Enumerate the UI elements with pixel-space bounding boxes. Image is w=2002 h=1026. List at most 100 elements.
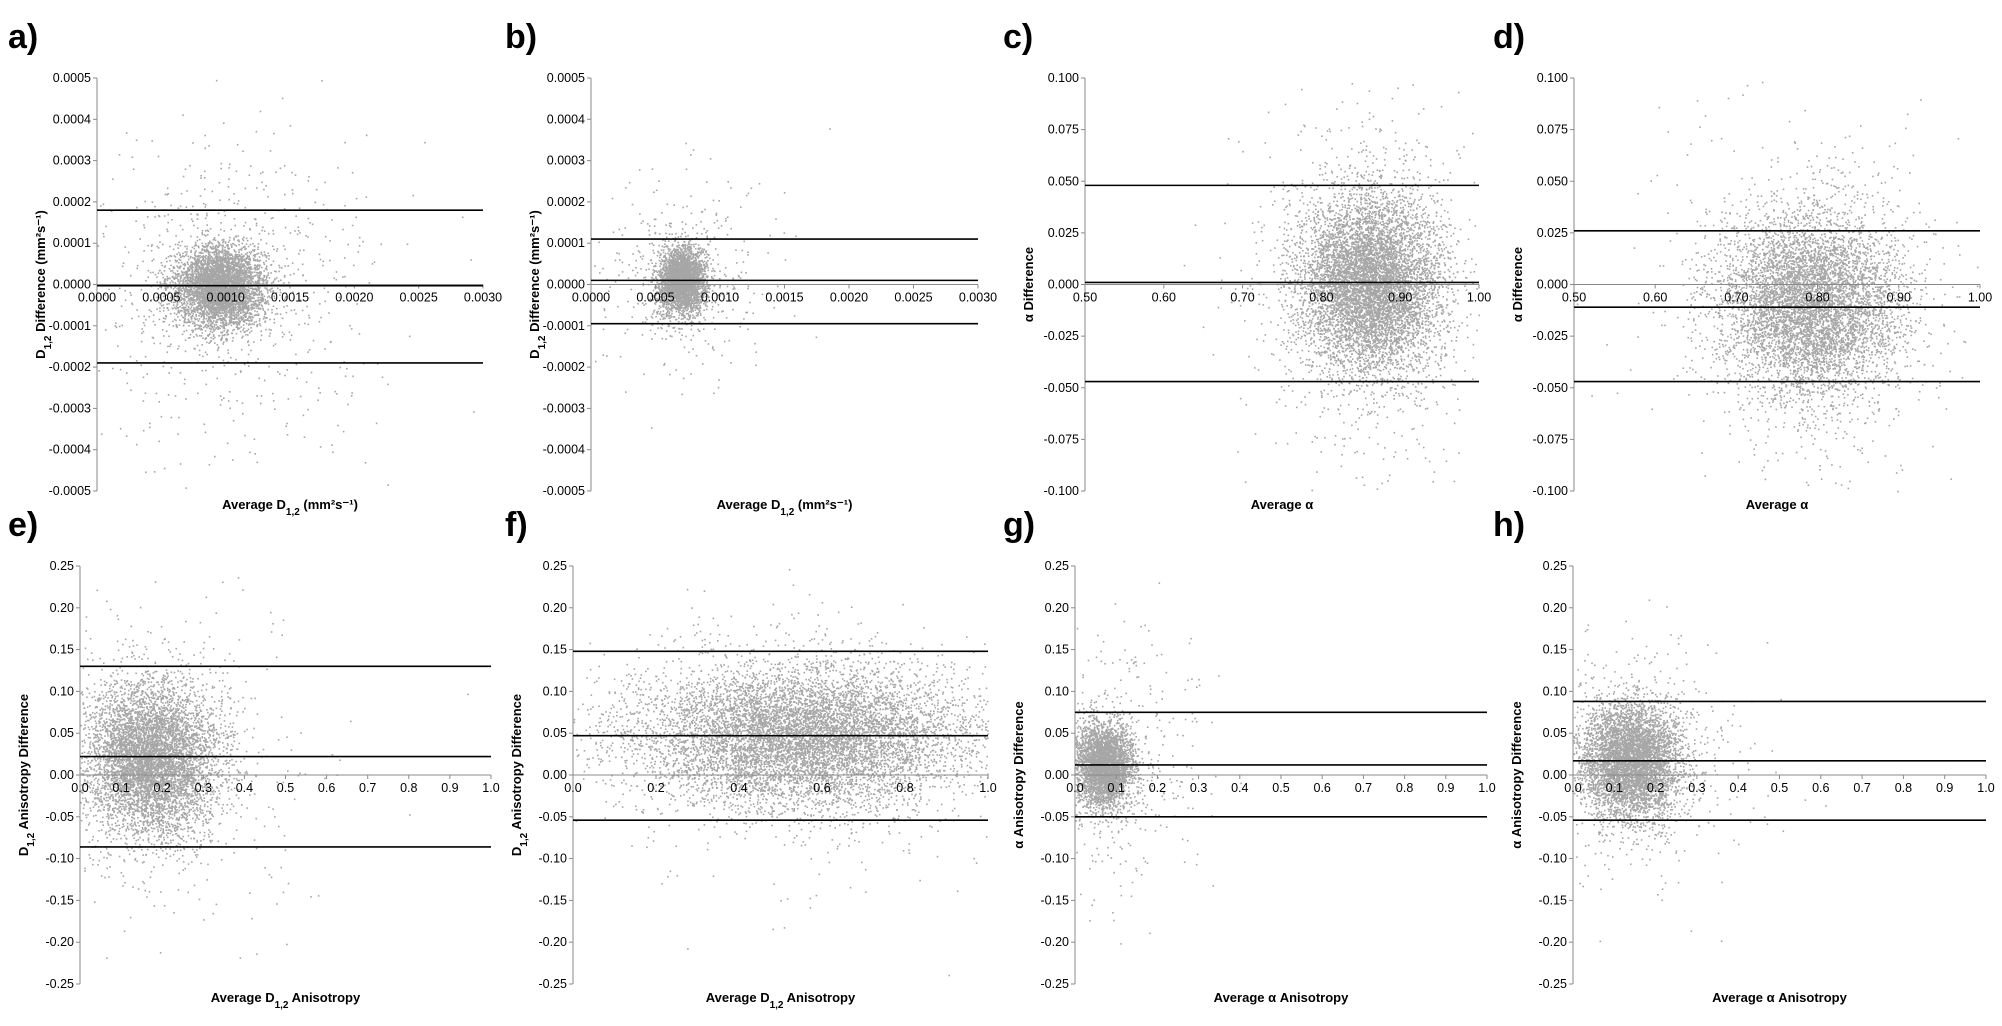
scatter-point — [240, 326, 243, 328]
scatter-point — [218, 182, 221, 184]
scatter-point — [176, 302, 179, 304]
scatter-point — [207, 258, 209, 261]
scatter-point — [266, 317, 268, 319]
scatter-point — [244, 319, 246, 322]
scatter-point — [221, 319, 224, 322]
scatter-point — [249, 268, 252, 270]
scatter-point — [209, 323, 212, 325]
scatter-point — [178, 293, 180, 296]
scatter-point — [220, 331, 222, 334]
scatter-point — [173, 255, 176, 257]
scatter-point — [153, 471, 156, 473]
scatter-point — [181, 290, 183, 292]
scatter-point — [210, 325, 213, 328]
scatter-point — [267, 252, 269, 255]
scatter-point — [279, 313, 282, 315]
scatter-point — [279, 291, 282, 294]
scatter-point — [200, 327, 202, 330]
scatter-point — [217, 318, 220, 321]
scatter-point — [236, 203, 239, 205]
scatter-point — [233, 273, 236, 276]
scatter-point — [210, 309, 212, 311]
scatter-point — [218, 273, 220, 276]
scatter-point — [260, 330, 263, 333]
scatter-point — [362, 240, 364, 243]
scatter-point — [228, 261, 230, 264]
scatter-point — [217, 328, 219, 330]
scatter-point — [181, 333, 184, 336]
scatter-point — [210, 273, 213, 275]
scatter-point — [242, 266, 244, 268]
scatter-point — [204, 243, 207, 245]
scatter-point — [158, 269, 161, 272]
scatter-point — [230, 280, 233, 282]
scatter-point — [197, 301, 200, 304]
scatter-point — [222, 244, 224, 247]
scatter-point — [221, 399, 223, 401]
scatter-point — [195, 333, 198, 336]
scatter-point — [175, 323, 178, 326]
scatter-point — [200, 300, 202, 302]
scatter-point — [248, 174, 251, 176]
scatter-point — [229, 265, 232, 267]
scatter-point — [250, 267, 252, 269]
scatter-point — [253, 301, 255, 304]
scatter-point — [247, 256, 249, 258]
scatter-point — [256, 325, 258, 328]
scatter-point — [233, 299, 235, 302]
scatter-point — [213, 311, 215, 314]
scatter-point — [136, 206, 138, 209]
scatter-point — [211, 285, 213, 288]
scatter-point — [207, 335, 209, 337]
scatter-point — [195, 288, 198, 291]
scatter-point — [189, 257, 192, 259]
scatter-point — [248, 258, 250, 260]
scatter-point — [240, 272, 242, 274]
scatter-point — [232, 419, 235, 422]
scatter-point — [222, 325, 224, 327]
scatter-point — [265, 260, 268, 262]
scatter-point — [148, 309, 151, 311]
scatter-point — [222, 327, 225, 329]
scatter-point — [285, 425, 287, 427]
scatter-point — [218, 309, 220, 311]
scatter-point — [243, 327, 245, 330]
scatter-point — [224, 246, 226, 249]
scatter-point — [249, 323, 252, 326]
scatter-point — [243, 307, 246, 309]
scatter-point — [233, 193, 235, 195]
scatter-point — [175, 235, 177, 237]
scatter-point — [286, 305, 288, 307]
scatter-point — [293, 309, 296, 311]
scatter-point — [226, 334, 229, 336]
scatter-point — [253, 259, 255, 262]
scatter-point — [262, 307, 264, 310]
scatter-point — [234, 258, 237, 261]
scatter-point — [321, 79, 323, 82]
scatter-point — [176, 325, 178, 328]
scatter-point — [103, 235, 105, 238]
scatter-point — [216, 326, 219, 328]
scatter-point — [252, 275, 255, 278]
scatter-point — [194, 294, 196, 297]
scatter-point — [238, 251, 240, 253]
scatter-point — [191, 256, 194, 259]
scatter-point — [212, 330, 215, 332]
scatter-point — [406, 243, 409, 246]
scatter-point — [233, 249, 236, 251]
scatter-point — [252, 242, 254, 245]
scatter-point — [182, 281, 185, 284]
scatter-point — [168, 268, 171, 270]
scatter-point — [143, 250, 145, 252]
scatter-point — [223, 250, 225, 252]
scatter-point — [175, 313, 178, 316]
scatter-point — [150, 249, 153, 252]
scatter-point — [276, 250, 278, 252]
scatter-point — [203, 170, 206, 173]
scatter-point — [264, 311, 267, 314]
scatter-point — [211, 257, 214, 260]
scatter-point — [217, 246, 220, 249]
scatter-point — [203, 299, 206, 301]
scatter-point — [167, 345, 169, 348]
scatter-point — [209, 330, 212, 333]
